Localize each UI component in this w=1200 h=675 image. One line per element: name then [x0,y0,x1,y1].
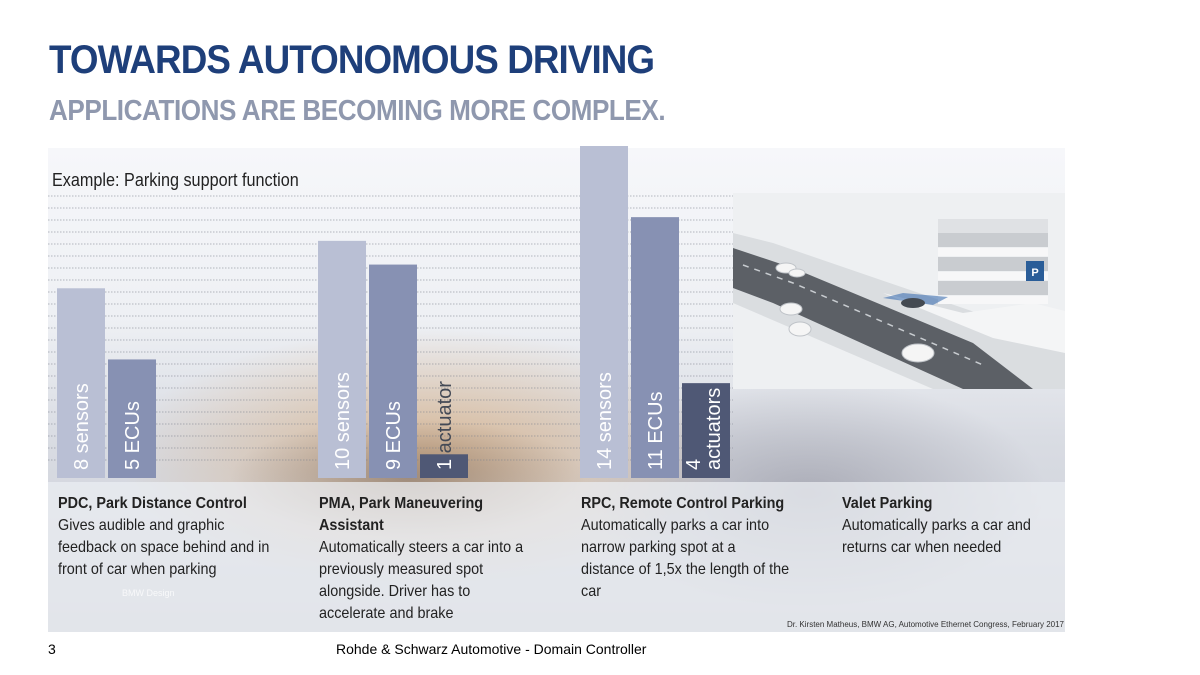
description-line: Automatically parks a car into [581,517,770,534]
description-title-cont: Assistant [319,517,384,534]
description-line: alongside. Driver has to [319,583,471,600]
description-rpc: RPC, Remote Control Parking Automaticall… [581,493,812,603]
description-title: RPC, Remote Control Parking [581,495,785,512]
footer-text: Rohde & Schwarz Automotive - Domain Cont… [336,641,647,657]
description-line: returns car when needed [842,539,1002,556]
description-title: Valet Parking [842,495,933,512]
page-number: 3 [48,641,56,657]
bar-label: 4actuators [683,388,725,470]
bar-rpc-ecus [631,217,679,478]
description-line: Automatically steers a car into a [319,539,524,556]
bar-pdc-ecus [108,359,156,478]
bar-rpc-sensors [580,146,628,478]
description-line: feedback on space behind and in [58,539,270,556]
description-band [48,482,1065,632]
description-line: front of car when parking [58,561,217,578]
description-pdc: PDC, Park Distance Control Gives audible… [58,493,293,581]
bar-label: 9 ECUs [383,401,405,470]
description-line: car [581,583,602,600]
description-line: Gives audible and graphic [58,517,225,534]
bar-pma-ecus [369,264,417,478]
description-valet: Valet Parking Automatically parks a car … [842,493,1052,559]
description-line: distance of 1,5x the length of the [581,561,790,578]
bar-label: 10 sensors [332,372,354,470]
parking-garage-photo: P [733,193,1065,389]
description-pma: PMA, Park Maneuvering Assistant Automati… [319,493,546,625]
bar-pdc-sensors [57,288,105,478]
parking-sign: P [1031,267,1038,279]
bar-label: 11 ECUs [645,391,667,470]
source-credit: Dr. Kirsten Matheus, BMW AG, Automotive … [786,620,1064,629]
bar-pma-sensors [318,240,366,478]
bar-rpc-actuators [682,383,730,478]
image-watermark: BMW Design [122,588,175,598]
slide-subtitle: APPLICATIONS ARE BECOMING MORE COMPLEX. [49,95,666,127]
bar-label: 14 sensors [594,372,616,470]
description-line: previously measured spot [319,561,484,578]
description-title: PDC, Park Distance Control [58,495,247,512]
description-line: accelerate and brake [319,605,454,622]
bar-label: 5 ECUs [122,401,144,470]
example-label: Example: Parking support function [52,170,299,190]
bar-pma-actuators [420,454,468,478]
description-title: PMA, Park Maneuvering [319,495,484,512]
bar-label: 8 sensors [71,383,93,470]
bar-label: 1 actuator [434,381,456,470]
slide-title: TOWARDS AUTONOMOUS DRIVING [49,38,655,82]
description-line: Automatically parks a car and [842,517,1031,534]
description-line: narrow parking spot at a [581,539,736,556]
